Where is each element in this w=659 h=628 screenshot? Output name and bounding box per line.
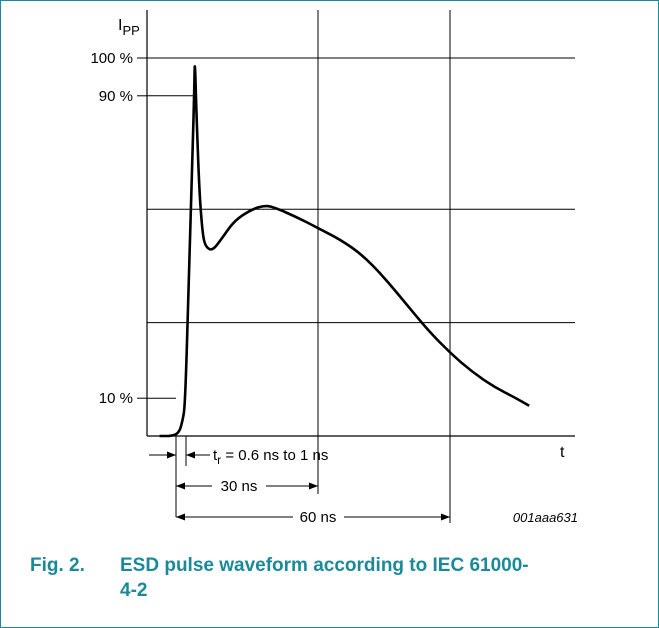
pulse-waveform — [159, 65, 530, 438]
figure-number: Fig. 2. — [30, 555, 85, 576]
label-60ns: 60 ns — [300, 509, 337, 526]
y-tick-label-100: 100 % — [90, 50, 133, 67]
arrow-60-left-head — [176, 513, 185, 521]
figure-code: 001aaa631 — [513, 510, 578, 525]
label-30ns: 30 ns — [221, 478, 258, 495]
rise-time-label: tr = 0.6 ns to 1 ns — [213, 447, 328, 467]
rise-arrow-right-head — [186, 451, 195, 459]
rise-arrow-left-head — [167, 451, 176, 459]
arrow-30-right-head — [309, 482, 318, 490]
y-axis-label: IPP — [118, 17, 140, 38]
arrow-30-left-head — [176, 482, 185, 490]
rise-time-sub: r — [217, 453, 221, 467]
arrow-60-right-head — [441, 513, 450, 521]
y-tick-label-90: 90 % — [99, 88, 133, 105]
figure-caption-text: ESD pulse waveform according to IEC 6100… — [120, 555, 529, 601]
y-tick-label-10: 10 % — [99, 390, 133, 407]
rise-time-text: = 0.6 ns to 1 ns — [221, 447, 328, 464]
rise-time-t: t — [213, 447, 218, 464]
x-axis-label: t — [560, 444, 565, 461]
y-axis-label-subscript: PP — [122, 23, 139, 38]
